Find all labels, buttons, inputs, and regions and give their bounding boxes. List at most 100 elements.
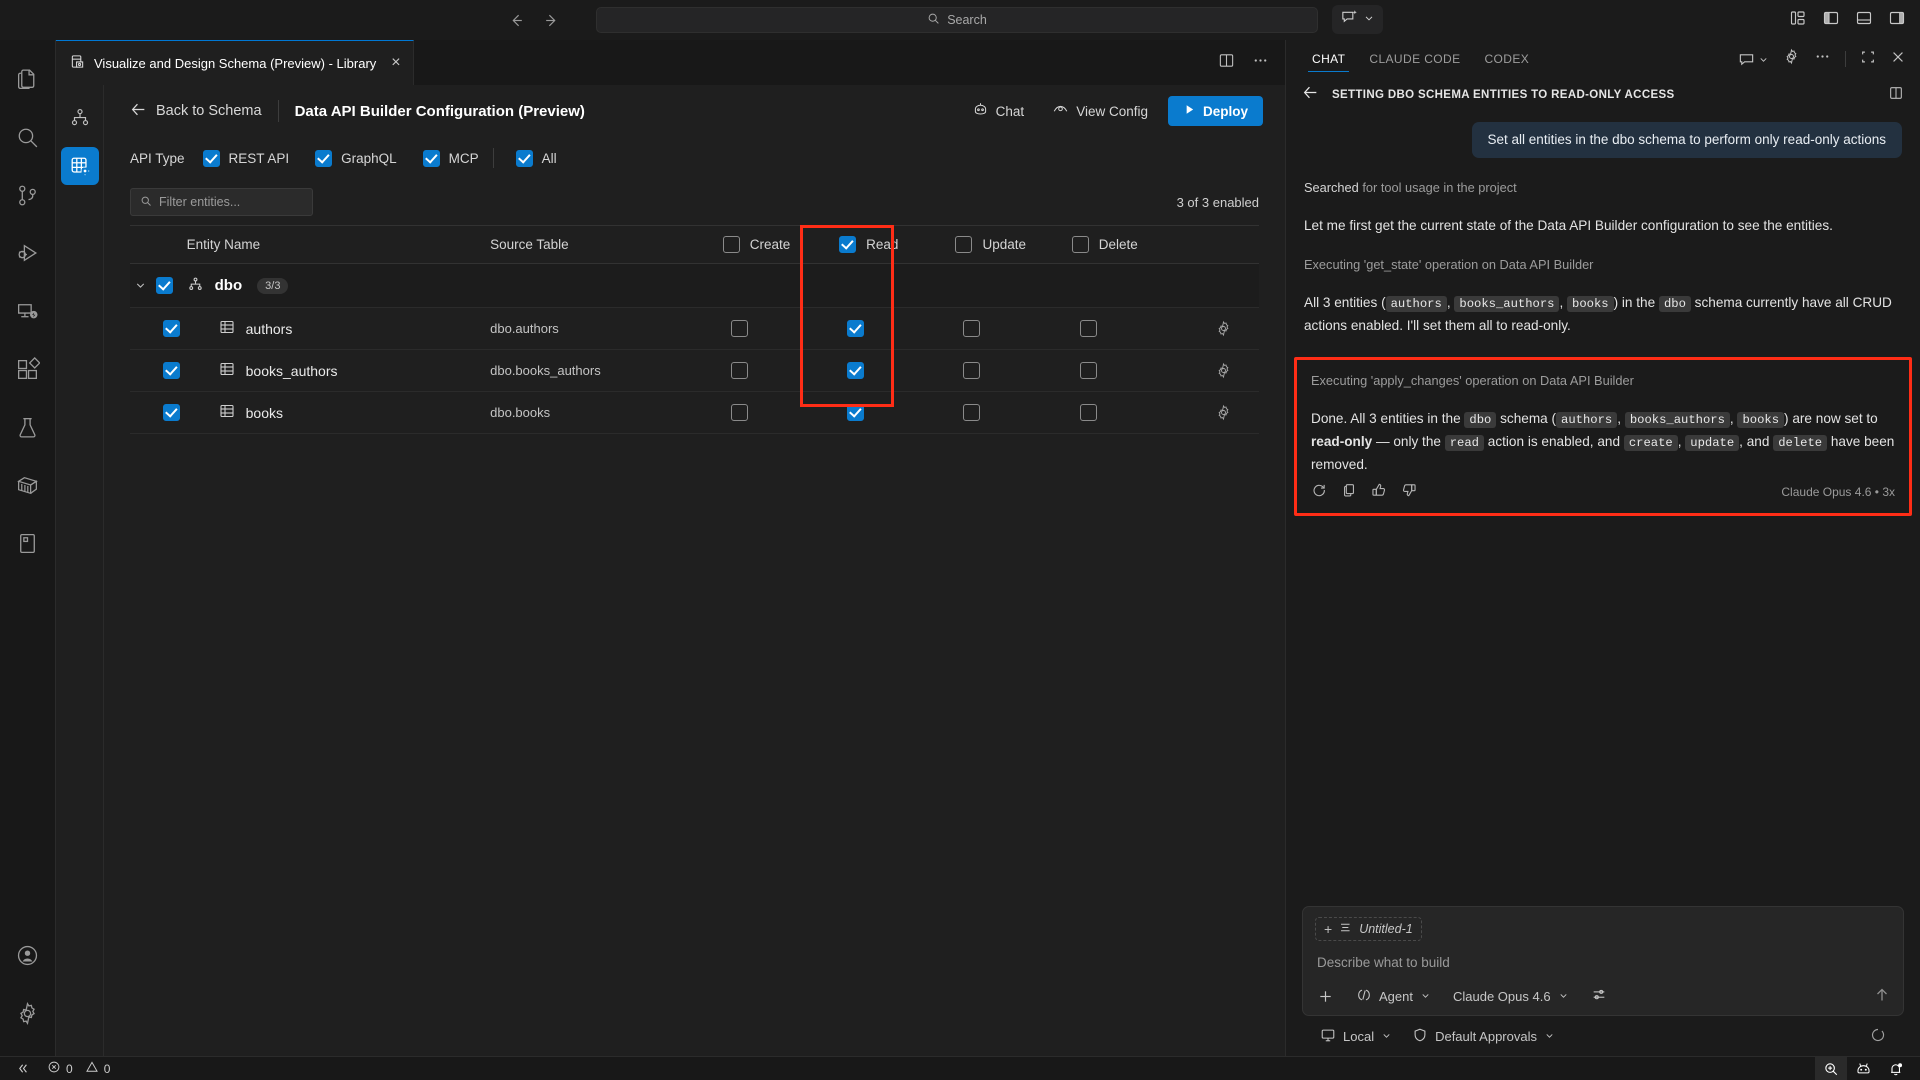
accounts-icon[interactable] [0, 926, 56, 984]
checkbox-mcp[interactable] [422, 149, 440, 167]
problems-status[interactable]: 0 0 [39, 1057, 118, 1080]
thumbs-down-icon[interactable] [1401, 482, 1417, 503]
header-read[interactable]: Read [839, 226, 955, 264]
checkbox-read[interactable] [847, 404, 865, 421]
arrow-left-icon[interactable] [1302, 84, 1319, 106]
toggle-panel-icon[interactable] [1855, 9, 1873, 32]
sidebar-item-testing[interactable] [0, 398, 56, 456]
thumbs-up-icon[interactable] [1371, 482, 1387, 503]
checkbox-header-delete[interactable] [1071, 236, 1089, 253]
checkbox-delete[interactable] [1079, 362, 1097, 379]
checkbox-entity-enabled[interactable] [163, 362, 180, 379]
api-type-graphql[interactable]: GraphQL [315, 149, 397, 167]
checkbox-update[interactable] [963, 320, 981, 337]
chat-new-icon[interactable] [1738, 51, 1769, 68]
api-type-rest[interactable]: REST API [202, 149, 289, 167]
sidebar-item-containers[interactable] [0, 456, 56, 514]
checkbox-graphql[interactable] [315, 149, 333, 167]
header-delete[interactable]: Delete [1071, 226, 1188, 264]
sidebar-item-explorer[interactable] [0, 50, 56, 108]
attach-button[interactable] [1315, 988, 1345, 1005]
checkbox-header-update[interactable] [955, 236, 973, 253]
checkbox-header-create[interactable] [722, 236, 740, 253]
toggle-secondary-sidebar-icon[interactable] [1888, 9, 1906, 32]
copy-icon[interactable] [1341, 482, 1357, 503]
toggle-primary-sidebar-icon[interactable] [1822, 9, 1840, 32]
environment-selector[interactable]: Local [1320, 1027, 1412, 1046]
api-type-mcp[interactable]: MCP [422, 149, 479, 167]
mode-selector[interactable]: Agent [1345, 987, 1442, 1006]
checkbox-create[interactable] [730, 404, 748, 421]
sidebar-item-remote-explorer[interactable] [0, 282, 56, 340]
chat-composer[interactable]: + Untitled-1 Describe what to build [1302, 906, 1904, 1016]
refresh-icon[interactable] [1311, 482, 1327, 503]
tab-claude-code[interactable]: CLAUDE CODE [1369, 52, 1461, 66]
gear-icon[interactable] [1783, 48, 1800, 70]
checkbox-delete[interactable] [1079, 404, 1097, 421]
table-row[interactable]: books_authors dbo.books_authors [130, 350, 1259, 392]
api-type-all[interactable]: All [515, 149, 557, 167]
tab-chat[interactable]: CHAT [1300, 40, 1357, 78]
sidebar-item-search[interactable] [0, 108, 56, 166]
screencast-mode-icon[interactable] [1815, 1056, 1847, 1080]
chat-button[interactable]: Chat [958, 96, 1039, 126]
gear-icon[interactable] [1188, 320, 1259, 337]
schema-graph-icon[interactable] [61, 99, 99, 137]
view-config-button[interactable]: View Config [1038, 96, 1162, 126]
checkbox-header-read[interactable] [839, 236, 857, 253]
send-button[interactable] [1873, 986, 1891, 1007]
checkbox-create[interactable] [730, 362, 748, 379]
deploy-button[interactable]: Deploy [1167, 96, 1263, 126]
approvals-selector[interactable]: Default Approvals [1412, 1027, 1575, 1046]
checkbox-update[interactable] [963, 404, 981, 421]
sidebar-item-source-control[interactable] [0, 166, 56, 224]
sidebar-item-database[interactable] [0, 514, 56, 572]
schema-group-row[interactable]: dbo 3/3 [130, 263, 1259, 308]
ellipsis-icon[interactable] [1252, 52, 1269, 74]
filter-entities-input[interactable]: Filter entities... [130, 188, 313, 216]
table-row[interactable]: authors dbo.authors [130, 308, 1259, 350]
context-chip[interactable]: + Untitled-1 [1315, 917, 1422, 941]
checkbox-update[interactable] [963, 362, 981, 379]
tab-codex[interactable]: CODEX [1484, 52, 1530, 66]
gear-icon[interactable] [1188, 404, 1259, 421]
remote-indicator[interactable] [8, 1057, 39, 1080]
api-builder-icon[interactable] [60, 147, 99, 185]
checkbox-entity-enabled[interactable] [163, 404, 180, 421]
gear-icon[interactable] [1188, 362, 1259, 379]
tools-button[interactable] [1580, 987, 1618, 1006]
checkbox-entity-enabled[interactable] [163, 320, 180, 337]
checkbox-delete[interactable] [1079, 320, 1097, 337]
settings-gear-icon[interactable] [0, 984, 56, 1042]
notifications-bell-icon[interactable] [1880, 1057, 1912, 1080]
close-icon[interactable] [1890, 49, 1906, 70]
checkbox-all[interactable] [515, 149, 533, 167]
chat-messages[interactable]: Set all entities in the dbo schema to pe… [1286, 112, 1920, 906]
close-icon[interactable]: × [391, 54, 401, 71]
editor-tab-schema-designer[interactable]: Visualize and Design Schema (Preview) - … [56, 40, 414, 85]
checkbox-read[interactable] [847, 320, 865, 337]
ellipsis-icon[interactable] [1814, 48, 1831, 70]
model-selector[interactable]: Claude Opus 4.6 [1442, 989, 1580, 1004]
header-update[interactable]: Update [955, 226, 1071, 264]
chat-toggle-button[interactable] [1332, 5, 1383, 34]
checkbox-rest-api[interactable] [202, 149, 220, 167]
search-input[interactable]: Search [596, 7, 1318, 33]
open-side-icon[interactable] [1888, 85, 1904, 106]
live-share-icon[interactable] [1847, 1057, 1880, 1080]
sidebar-item-extensions[interactable] [0, 340, 56, 398]
table-row[interactable]: books dbo.books [130, 392, 1259, 434]
customize-layout-icon[interactable] [1789, 9, 1807, 32]
forward-icon[interactable] [543, 12, 560, 29]
chevron-down-icon[interactable] [134, 279, 147, 292]
sidebar-item-run-and-debug[interactable] [0, 224, 56, 282]
checkbox-group-dbo[interactable] [156, 277, 173, 294]
maximize-icon[interactable] [1860, 49, 1876, 70]
split-editor-icon[interactable] [1218, 52, 1235, 74]
chat-input[interactable]: Describe what to build [1317, 955, 1450, 970]
back-icon[interactable] [508, 12, 525, 29]
checkbox-create[interactable] [730, 320, 748, 337]
checkbox-read[interactable] [847, 362, 865, 379]
header-create[interactable]: Create [722, 226, 839, 264]
back-to-schema-button[interactable]: Back to Schema [130, 101, 262, 122]
